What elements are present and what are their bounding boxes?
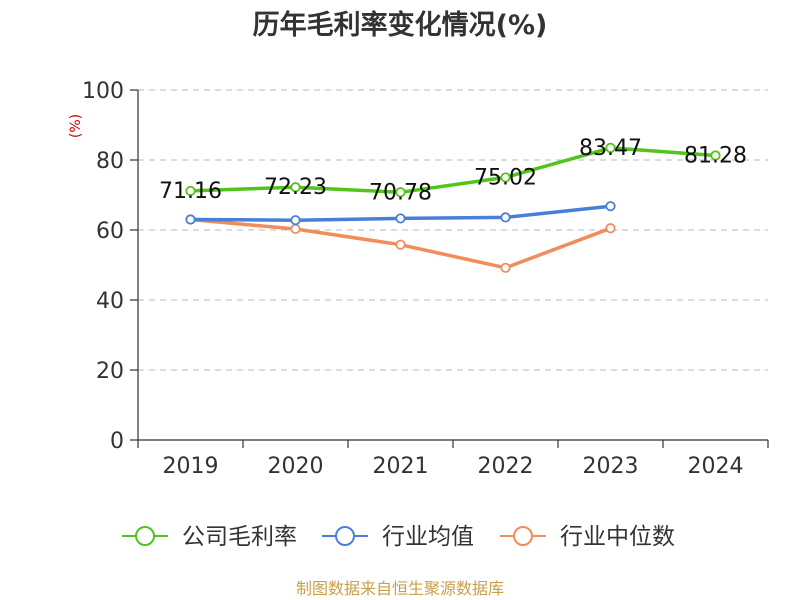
data-point <box>395 239 406 250</box>
y-tick-labels: 0 20 40 60 80 100 <box>82 79 124 454</box>
data-point <box>185 214 196 225</box>
x-tick-label: 2019 <box>163 454 219 479</box>
legend[interactable]: 公司毛利率 行业均值 行业中位数 <box>122 524 675 550</box>
y-tick-label: 100 <box>82 79 124 104</box>
data-point <box>605 142 616 153</box>
data-point <box>395 187 406 198</box>
data-label: 72.23 <box>264 175 327 200</box>
data-label: 75.02 <box>474 165 537 190</box>
data-label: 81.28 <box>684 144 747 169</box>
y-tick-label: 0 <box>110 429 124 454</box>
y-tick-label: 40 <box>96 289 124 314</box>
x-tick-label: 2021 <box>373 454 429 479</box>
source-note: 制图数据来自恒生聚源数据库 <box>296 579 504 598</box>
data-point <box>500 212 511 223</box>
x-tick-labels: 2019 2020 2021 2022 2023 2024 <box>163 454 744 479</box>
x-tick-label: 2024 <box>688 454 744 479</box>
legend-swatch-marker <box>135 526 155 546</box>
data-point <box>500 172 511 183</box>
x-tick-label: 2022 <box>478 454 534 479</box>
data-point <box>290 215 301 226</box>
data-point <box>395 213 406 224</box>
x-tick-label: 2020 <box>268 454 324 479</box>
data-point <box>290 182 301 193</box>
y-tick-label: 80 <box>96 149 124 174</box>
y-axis-unit: (%) <box>68 114 84 138</box>
legend-label: 公司毛利率 <box>182 524 297 550</box>
chart-title: 历年毛利率变化情况(%) <box>253 9 548 41</box>
legend-item-2[interactable]: 行业中位数 <box>500 524 675 550</box>
y-tick-label: 60 <box>96 219 124 244</box>
data-point <box>710 150 721 161</box>
x-tick-label: 2023 <box>583 454 639 479</box>
data-label: 71.16 <box>159 179 222 204</box>
data-point <box>605 223 616 234</box>
data-labels: 71.16 72.23 70.78 75.02 83.47 81.28 <box>159 136 747 205</box>
legend-item-1[interactable]: 行业均值 <box>322 524 474 550</box>
data-point <box>290 223 301 235</box>
legend-label: 行业中位数 <box>560 524 675 550</box>
series-line-0 <box>188 146 718 195</box>
data-label: 70.78 <box>369 180 432 205</box>
legend-swatch-marker <box>513 526 533 546</box>
data-point <box>500 262 511 273</box>
data-label: 83.47 <box>579 136 642 161</box>
grid <box>138 89 768 371</box>
data-point <box>605 201 616 212</box>
legend-swatch-marker <box>335 526 355 546</box>
legend-item-0[interactable]: 公司毛利率 <box>122 524 297 550</box>
y-tick-label: 20 <box>96 359 124 384</box>
legend-label: 行业均值 <box>382 524 474 550</box>
axes <box>130 89 769 448</box>
data-point <box>185 185 196 197</box>
series-group <box>185 142 721 273</box>
